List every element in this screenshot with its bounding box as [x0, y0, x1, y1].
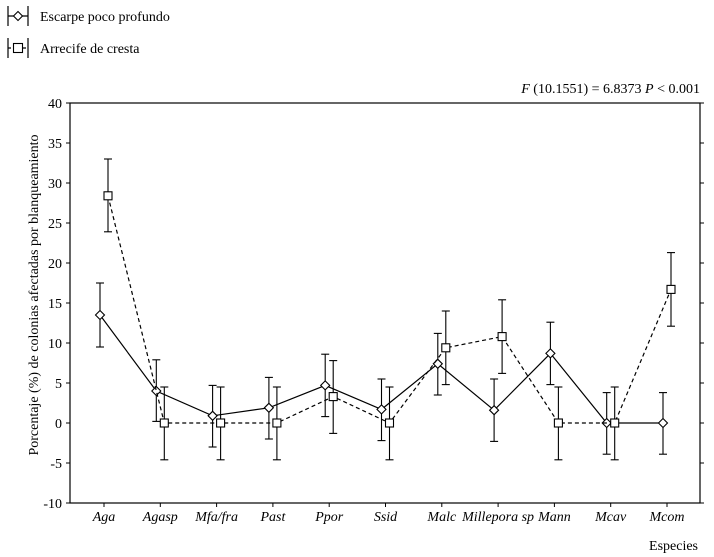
data-point-square [497, 332, 507, 342]
data-point-diamond [488, 404, 500, 416]
data-point-square [216, 418, 226, 428]
y-tick-label: 5 [55, 377, 62, 392]
x-tick-label: Mcom [649, 510, 685, 525]
legend-label: Escarpe poco profundo [40, 10, 170, 25]
y-axis: -10 -5 0 5 10 15 20 25 30 35 40 [43, 97, 704, 512]
data-point-square [159, 418, 169, 428]
data-point-square [610, 418, 620, 428]
y-tick-label: 40 [48, 97, 62, 112]
x-tick-label: Past [259, 510, 286, 525]
y-tick-label: 20 [48, 257, 62, 272]
x-tick-label: Ssid [374, 510, 398, 525]
y-tick-label: 30 [48, 177, 62, 192]
y-tick-label: 15 [48, 297, 62, 312]
series-layer [94, 158, 676, 461]
data-point-square [441, 343, 451, 353]
data-point-square [553, 418, 563, 428]
data-point-square [103, 191, 113, 201]
data-point-square [666, 284, 676, 294]
data-point-square [328, 392, 338, 402]
data-point-diamond [545, 348, 556, 359]
data-point-diamond [319, 380, 331, 391]
data-point-diamond [207, 410, 218, 422]
square-marker-icon [12, 42, 24, 54]
stat-f: F [520, 82, 530, 97]
y-axis-label: Porcentaje (%) de colonias afectadas por… [27, 134, 42, 455]
data-point-square [384, 418, 395, 428]
x-axis-label: Especies [649, 539, 698, 554]
data-point-diamond [263, 402, 275, 414]
legend-item-arrecife: Arrecife de cresta [7, 38, 140, 58]
data-point-diamond [94, 309, 106, 321]
data-point-diamond [376, 404, 387, 415]
y-tick-label: -10 [43, 497, 62, 512]
diamond-marker-icon [12, 10, 24, 22]
x-tick-label: Ppor [314, 510, 344, 525]
legend: Escarpe poco profundo Arrecife de cresta [7, 6, 170, 58]
stat-value: (10.1551) = 6.8373 [530, 82, 645, 97]
x-tick-label: Mfa/fra [194, 510, 238, 525]
stat-p-value: < 0.001 [654, 82, 700, 97]
y-tick-label: 25 [48, 217, 62, 232]
data-point-diamond [657, 417, 669, 429]
data-point-diamond [151, 385, 162, 397]
y-tick-label: 35 [48, 137, 62, 152]
x-tick-label: Mann [537, 510, 571, 525]
x-tick-label: Agasp [142, 510, 178, 525]
x-tick-label: Aga [92, 510, 116, 525]
x-tick-label: Millepora sp [461, 510, 534, 525]
x-axis: Aga Agasp Mfa/fra Past Ppor Ssid Malc Millepora… [92, 503, 685, 525]
stat-p: P [644, 82, 654, 97]
x-tick-label: Mcav [594, 510, 627, 525]
stat-annotation: F (10.1551) = 6.8373 P < 0.001 [520, 82, 700, 97]
y-tick-label: 10 [48, 337, 62, 352]
y-tick-label: -5 [50, 457, 62, 472]
legend-label: Arrecife de cresta [40, 42, 140, 57]
y-tick-label: 0 [55, 417, 62, 432]
data-point-square [272, 418, 282, 428]
x-tick-label: Malc [426, 510, 457, 525]
legend-item-escarpe: Escarpe poco profundo [7, 6, 170, 26]
